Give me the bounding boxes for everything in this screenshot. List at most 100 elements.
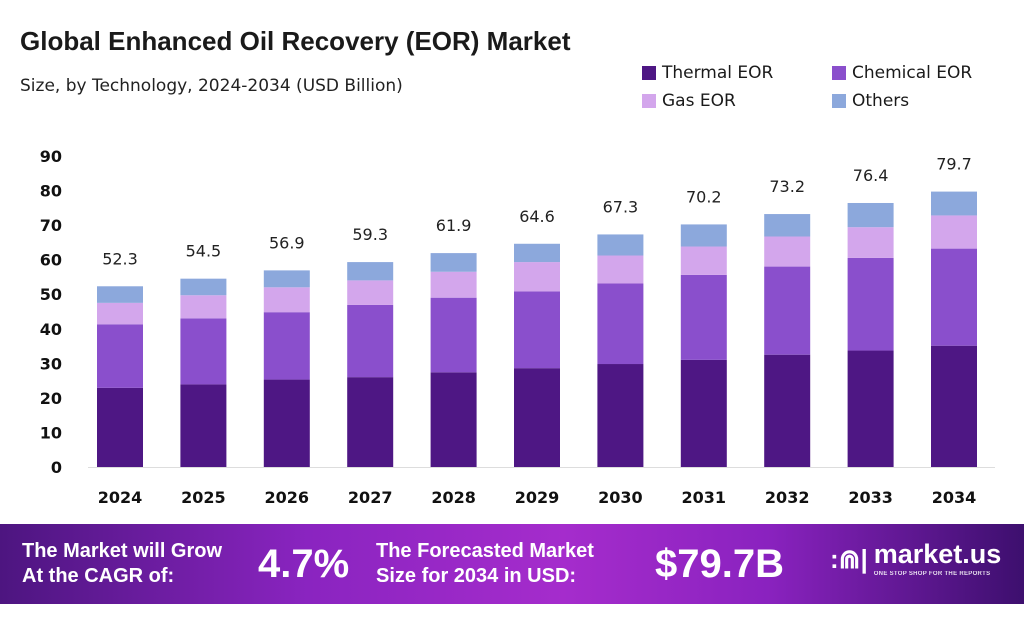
bar-segment-chemical-eor — [847, 257, 894, 351]
total-data-label: 70.2 — [686, 187, 722, 206]
cagr-label-line: At the CAGR of: — [22, 565, 175, 587]
bar-segment-gas-eor — [347, 280, 394, 305]
logo-name: market.us — [873, 539, 1002, 569]
cagr-value: 4.7% — [258, 542, 350, 586]
bar-segment-chemical-eor — [263, 312, 310, 380]
market-us-logo: :⋒| market.us ONE STOP SHOP FOR THE REPOR… — [830, 538, 1001, 579]
bar-segment-others — [597, 234, 644, 256]
bar-segment-gas-eor — [764, 236, 811, 267]
x-tick-label: 2029 — [515, 488, 560, 507]
bar-segment-others — [263, 270, 310, 288]
x-tick-label: 2032 — [765, 488, 810, 507]
legend-swatch — [832, 66, 846, 80]
bar-segment-others — [347, 262, 394, 281]
summary-banner: The Market will Grow At the CAGR of: 4.7%… — [0, 524, 1024, 604]
bar-segment-chemical-eor — [680, 274, 727, 360]
x-tick-label: 2033 — [848, 488, 893, 507]
chart-subtitle: Size, by Technology, 2024-2034 (USD Bill… — [20, 76, 403, 96]
forecast-label-line: The Forecasted Market — [376, 540, 594, 562]
bar-segment-others — [847, 202, 894, 228]
bar-segment-chemical-eor — [597, 283, 644, 365]
cagr-label: The Market will Grow At the CAGR of: — [22, 539, 222, 589]
bar-segment-chemical-eor — [764, 266, 811, 355]
logo-mark-icon: :⋒| — [830, 543, 868, 574]
legend-label: Chemical EOR — [852, 63, 973, 83]
bar-segment-gas-eor — [931, 215, 977, 249]
y-tick-label: 0 — [51, 458, 62, 477]
stacked-bar-chart: 010203040506070809052.3202454.5202556.92… — [40, 147, 995, 507]
total-data-label: 76.4 — [853, 166, 889, 185]
bar-segment-chemical-eor — [97, 324, 143, 388]
bar-segment-gas-eor — [514, 262, 560, 292]
bar-segment-chemical-eor — [931, 248, 977, 346]
x-tick-label: 2025 — [181, 488, 226, 507]
legend-swatch — [642, 94, 656, 108]
total-data-label: 56.9 — [269, 233, 305, 252]
bar-segment-gas-eor — [847, 227, 894, 258]
bar-segment-chemical-eor — [347, 304, 394, 378]
bar-segment-gas-eor — [597, 255, 644, 284]
x-tick-label: 2030 — [598, 488, 643, 507]
total-data-label: 52.3 — [102, 249, 138, 268]
chart-title: Global Enhanced Oil Recovery (EOR) Marke… — [20, 26, 571, 56]
legend-swatch — [832, 94, 846, 108]
logo-tagline: ONE STOP SHOP FOR THE REPORTS — [873, 571, 991, 577]
legend-label: Thermal EOR — [662, 63, 774, 83]
bar-segment-gas-eor — [680, 246, 727, 275]
bar-segment-others — [764, 214, 811, 237]
bar-segment-gas-eor — [263, 287, 310, 313]
bar-segment-thermal-eor — [347, 377, 394, 467]
bar-segment-thermal-eor — [847, 350, 894, 467]
total-data-label: 73.2 — [769, 177, 805, 196]
bar-segment-others — [680, 224, 727, 247]
bar-segment-thermal-eor — [514, 368, 560, 467]
bar-segment-thermal-eor — [180, 384, 227, 467]
y-tick-label: 70 — [40, 216, 62, 235]
total-data-label: 64.6 — [519, 207, 555, 226]
bar-segment-thermal-eor — [931, 345, 977, 467]
y-tick-label: 30 — [40, 354, 62, 373]
y-tick-label: 90 — [40, 147, 62, 166]
forecast-label: The Forecasted Market Size for 2034 in US… — [376, 539, 594, 589]
x-tick-label: 2024 — [98, 488, 143, 507]
bar-segment-thermal-eor — [263, 379, 310, 467]
total-data-label: 54.5 — [186, 242, 222, 261]
legend: Thermal EOR Chemical EOR Gas EOR Others — [642, 62, 1012, 112]
bar-segment-thermal-eor — [680, 359, 727, 467]
legend-swatch — [642, 66, 656, 80]
legend-item-chemical: Chemical EOR — [832, 62, 1012, 84]
bar-segment-chemical-eor — [430, 297, 477, 373]
bar-segment-chemical-eor — [180, 318, 227, 385]
y-tick-label: 40 — [40, 320, 62, 339]
y-tick-label: 80 — [40, 182, 62, 201]
bar-segment-others — [931, 191, 977, 216]
legend-item-thermal: Thermal EOR — [642, 62, 832, 84]
bar-segment-thermal-eor — [764, 354, 811, 467]
total-data-label: 59.3 — [352, 225, 388, 244]
bar-segment-others — [430, 253, 477, 272]
x-tick-label: 2028 — [431, 488, 476, 507]
x-tick-label: 2026 — [265, 488, 310, 507]
y-tick-label: 50 — [40, 285, 62, 304]
bar-segment-gas-eor — [180, 295, 227, 319]
x-tick-label: 2031 — [682, 488, 727, 507]
forecast-value: $79.7B — [655, 542, 784, 586]
total-data-label: 61.9 — [436, 216, 472, 235]
bar-segment-gas-eor — [430, 271, 477, 298]
y-tick-label: 20 — [40, 389, 62, 408]
y-tick-label: 10 — [40, 423, 62, 442]
forecast-label-line: Size for 2034 in USD: — [376, 565, 577, 587]
bar-segment-chemical-eor — [514, 291, 560, 369]
bar-segment-gas-eor — [97, 302, 143, 325]
bar-segment-others — [514, 243, 560, 263]
bar-segment-thermal-eor — [597, 364, 644, 467]
bar-segment-thermal-eor — [97, 387, 143, 467]
total-data-label: 67.3 — [603, 197, 639, 216]
cagr-label-line: The Market will Grow — [22, 540, 223, 562]
y-tick-label: 60 — [40, 251, 62, 270]
bar-segment-thermal-eor — [430, 372, 477, 467]
legend-item-gas: Gas EOR — [642, 90, 832, 112]
bar-segment-others — [97, 286, 143, 303]
bar-segment-others — [180, 278, 227, 296]
